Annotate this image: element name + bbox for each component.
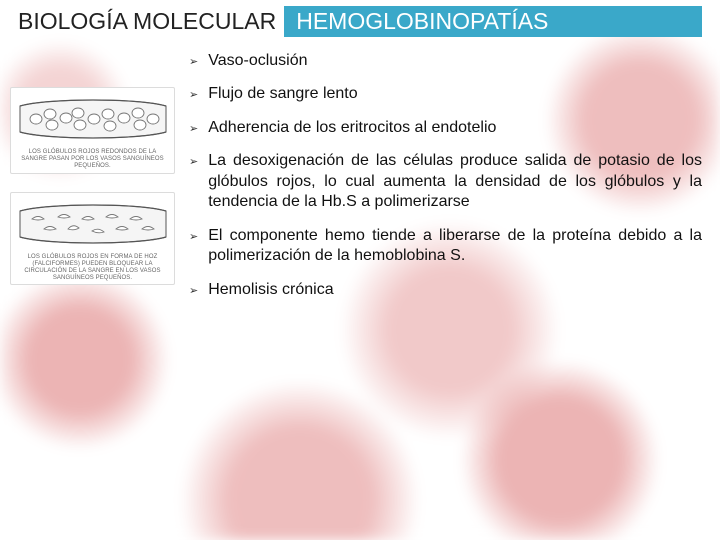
vessel-sickle-icon	[18, 197, 168, 251]
figures-column: LOS GLÓBULOS ROJOS REDONDOS DE LA SANGRE…	[10, 51, 175, 529]
figure-caption: LOS GLÓBULOS ROJOS REDONDOS DE LA SANGRE…	[15, 149, 170, 171]
bullet-marker-icon: ➢	[189, 118, 198, 138]
title-bar: BIOLOGÍA MOLECULAR HEMOGLOBINOPATÍAS	[0, 0, 720, 47]
bullet-text: Adherencia de los eritrocitos al endotel…	[208, 118, 496, 138]
bullet-text: Vaso-oclusión	[208, 51, 307, 71]
bullet-text: El componente hemo tiende a liberarse de…	[208, 226, 702, 267]
list-item: ➢ La desoxigenación de las células produ…	[189, 151, 702, 212]
list-item: ➢ Flujo de sangre lento	[189, 84, 702, 104]
list-item: ➢ Vaso-oclusión	[189, 51, 702, 71]
list-item: ➢ Adherencia de los eritrocitos al endot…	[189, 118, 702, 138]
bullet-marker-icon: ➢	[189, 280, 198, 300]
title-left: BIOLOGÍA MOLECULAR	[18, 8, 276, 35]
bullet-text: La desoxigenación de las células produce…	[208, 151, 702, 212]
figure-sickle-cells: LOS GLÓBULOS ROJOS EN FORMA DE HOZ (FALC…	[10, 192, 175, 286]
bullet-marker-icon: ➢	[189, 51, 198, 71]
title-right: HEMOGLOBINOPATÍAS	[284, 6, 702, 37]
bullet-marker-icon: ➢	[189, 151, 198, 171]
list-item: ➢ Hemolisis crónica	[189, 280, 702, 300]
content-area: LOS GLÓBULOS ROJOS REDONDOS DE LA SANGRE…	[0, 47, 720, 537]
vessel-round-icon	[18, 92, 168, 146]
bullet-list: ➢ Vaso-oclusión ➢ Flujo de sangre lento …	[189, 51, 702, 529]
bullet-marker-icon: ➢	[189, 84, 198, 104]
bullet-marker-icon: ➢	[189, 226, 198, 246]
list-item: ➢ El componente hemo tiende a liberarse …	[189, 226, 702, 267]
figure-caption: LOS GLÓBULOS ROJOS EN FORMA DE HOZ (FALC…	[15, 254, 170, 283]
bullet-text: Flujo de sangre lento	[208, 84, 357, 104]
figure-round-cells: LOS GLÓBULOS ROJOS REDONDOS DE LA SANGRE…	[10, 87, 175, 174]
bullet-text: Hemolisis crónica	[208, 280, 333, 300]
